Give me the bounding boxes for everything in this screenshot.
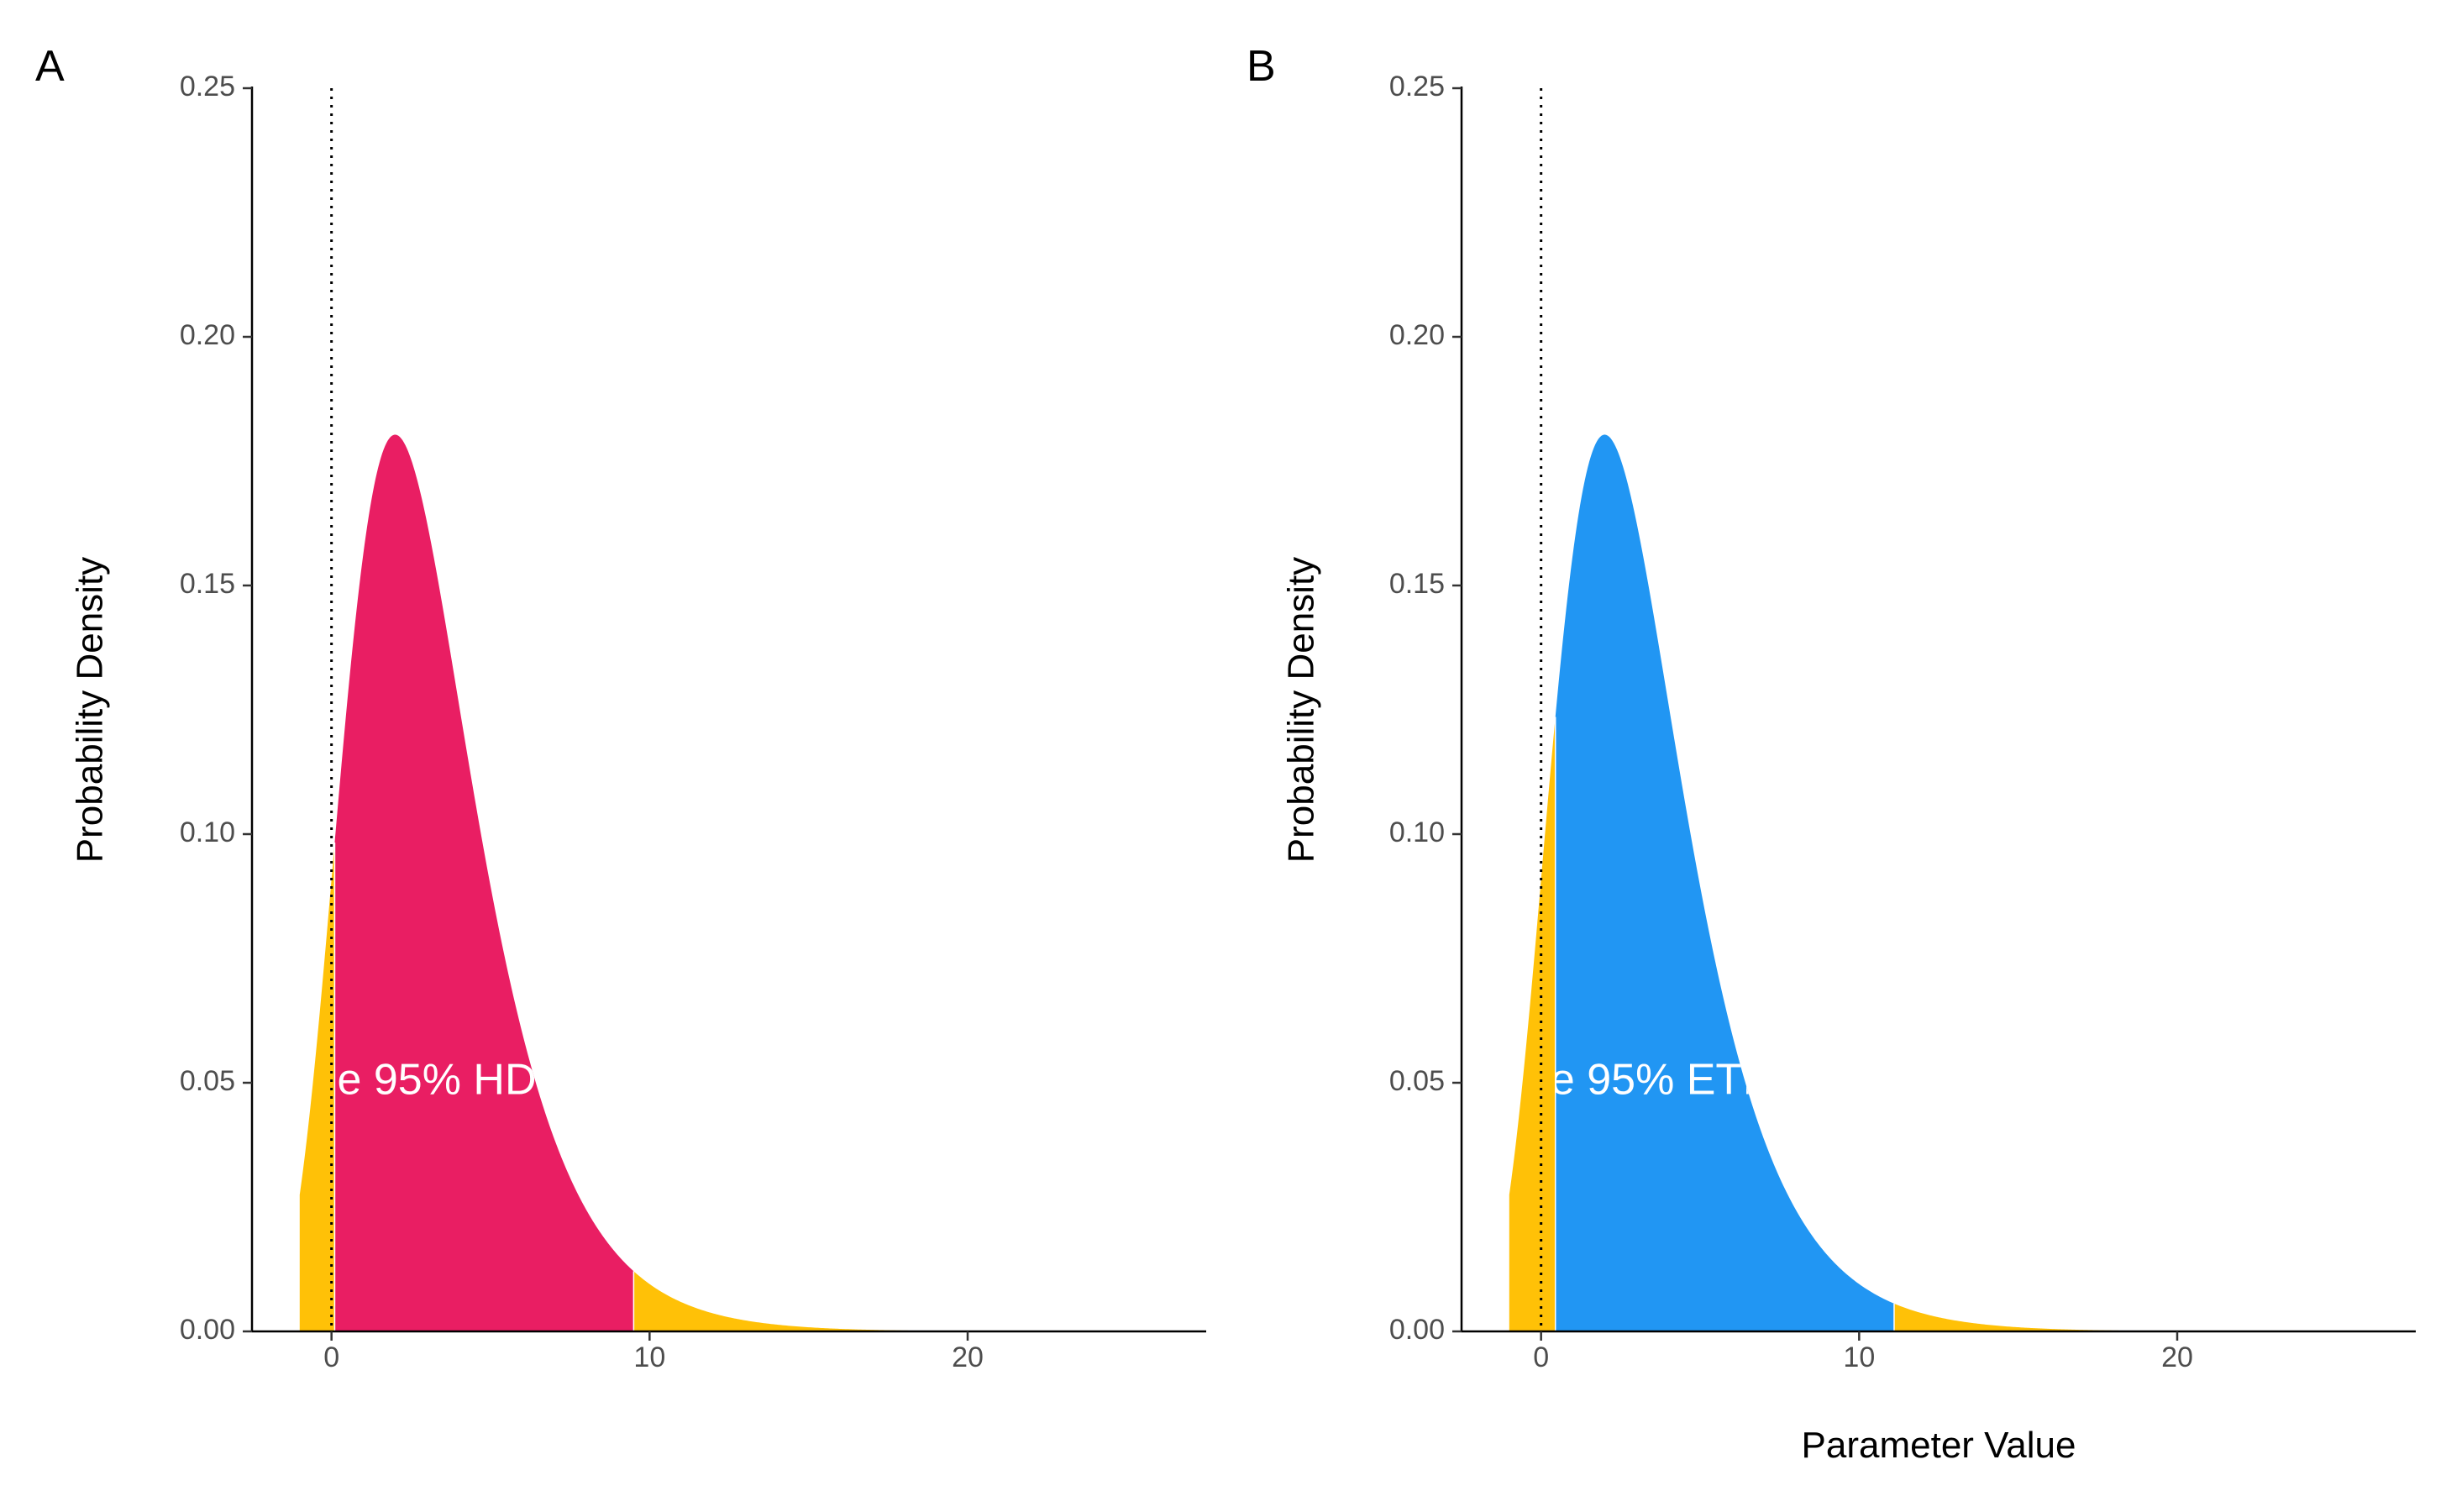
x-tick-label: 20 bbox=[2161, 1341, 2193, 1373]
y-axis-title: Probability Density bbox=[1281, 557, 1322, 863]
y-tick-label: 0.05 bbox=[180, 1065, 235, 1097]
y-tick-label: 0.15 bbox=[180, 568, 235, 600]
x-tick-label: 0 bbox=[323, 1341, 339, 1373]
interval-label: The 95% ETI bbox=[1499, 1056, 1754, 1105]
interval-area bbox=[1555, 434, 1894, 1332]
right-tail-area bbox=[633, 1271, 942, 1331]
left-tail-area bbox=[1509, 717, 1556, 1331]
x-tick-label: 20 bbox=[952, 1341, 984, 1373]
y-tick-label: 0.25 bbox=[180, 71, 235, 102]
y-tick-label: 0.25 bbox=[1389, 71, 1445, 102]
y-tick-label: 0.10 bbox=[180, 816, 235, 848]
x-tick-label: 10 bbox=[1843, 1341, 1875, 1373]
y-tick-label: 0.10 bbox=[1389, 816, 1445, 848]
panel-a: The 95% HDI 0.00 0.05 0.10 0.15 0.20 0.25 0 10 20… bbox=[35, 42, 1206, 1373]
y-tick-label: 0.20 bbox=[180, 319, 235, 351]
panel-b: The 95% ETI 0.00 0.05 0.10 0.15 0.20 0.25 0 10 20… bbox=[1247, 42, 2416, 1466]
right-tail-area bbox=[1893, 1303, 2152, 1331]
panel-letter: A bbox=[35, 42, 65, 91]
y-axis-title: Probability Density bbox=[70, 557, 111, 863]
y-tick-label: 0.15 bbox=[1389, 568, 1445, 600]
panel-letter: B bbox=[1247, 42, 1276, 91]
x-tick-label: 10 bbox=[633, 1341, 665, 1373]
y-tick-label: 0.00 bbox=[180, 1314, 235, 1346]
left-tail-area bbox=[299, 842, 335, 1331]
interval-area bbox=[334, 434, 634, 1331]
y-tick-label: 0.00 bbox=[1389, 1314, 1445, 1346]
x-tick-label: 0 bbox=[1533, 1341, 1549, 1373]
y-tick-label: 0.05 bbox=[1389, 1065, 1445, 1097]
x-axis-title: Parameter Value bbox=[1802, 1425, 2076, 1466]
interval-label: The 95% HDI bbox=[286, 1056, 549, 1105]
y-tick-label: 0.20 bbox=[1389, 319, 1445, 351]
